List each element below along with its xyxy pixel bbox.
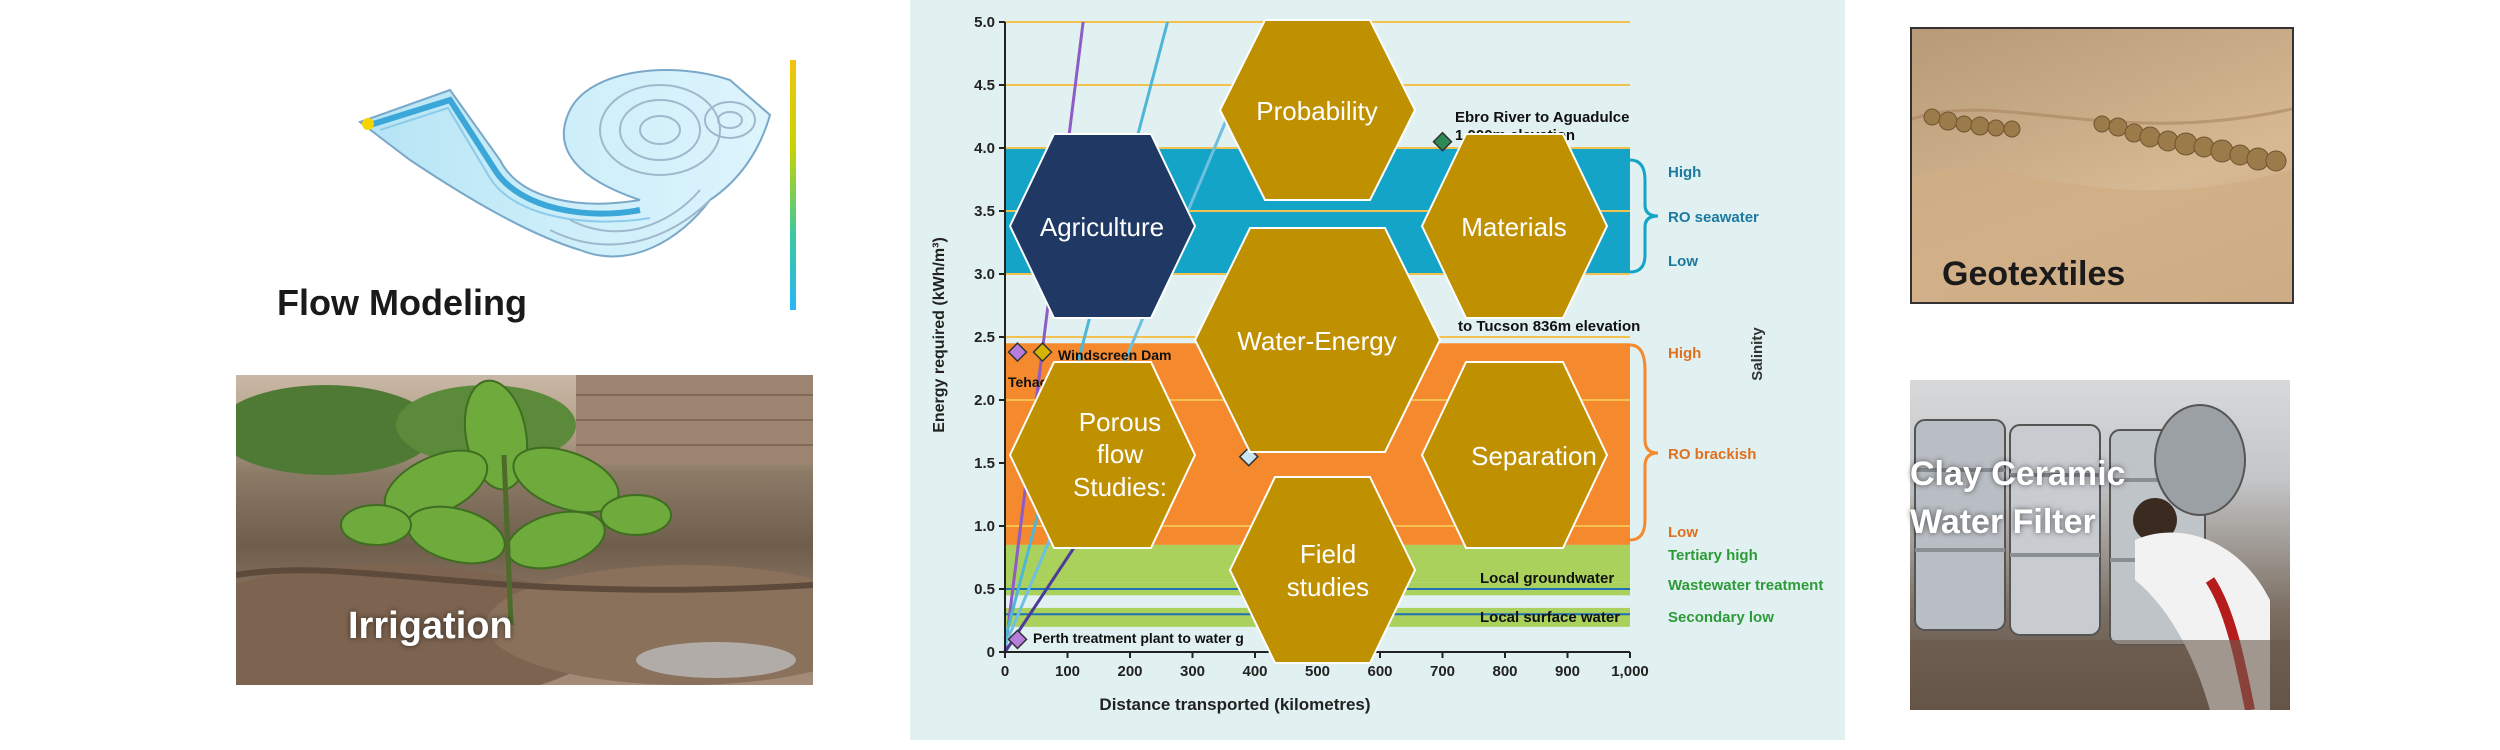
y-tick-label: 4.0 — [974, 140, 995, 157]
legend-seawater-mid: RO seawater — [1668, 209, 1759, 226]
data-point-3 — [1007, 629, 1028, 650]
x-tick-label: 100 — [1055, 663, 1080, 680]
hexagon-cluster: Probability Agriculture Materials Water-… — [1008, 19, 1609, 664]
hex-porous-flow[interactable]: Porous flow Studies: — [1008, 361, 1197, 549]
x-tick-label: 400 — [1242, 663, 1267, 680]
x-tick-label: 0 — [1001, 663, 1009, 680]
legend-seawater-low: Low — [1668, 253, 1698, 270]
legend-brackish-high: High — [1668, 345, 1701, 362]
y-tick-label: 1.5 — [974, 455, 995, 472]
annotation-perth: Perth treatment plant to water g — [1033, 630, 1244, 646]
y-tick-label: 3.0 — [974, 266, 995, 283]
y-tick-label: 5.0 — [974, 14, 995, 31]
gradient-line-0 — [1003, 21, 1085, 653]
svg-text:Probability: Probability — [1256, 96, 1377, 126]
y-tick-label: 0 — [987, 644, 995, 661]
caption-geotextiles: Geotextiles — [1942, 255, 2126, 293]
hex-agriculture[interactable]: Agriculture — [1008, 133, 1197, 319]
svg-text:Water-Energy: Water-Energy — [1237, 326, 1396, 356]
x-tick-label: 300 — [1180, 663, 1205, 680]
x-tick-label: 600 — [1367, 663, 1392, 680]
hex-separation[interactable]: Separation — [1420, 361, 1609, 549]
legend-brackish-low: Low — [1668, 524, 1698, 541]
energy-chart-panel: 0 100 200 300 400 500 600 700 800 900 1,000 0 0.5 1.0… — [910, 0, 1845, 740]
x-tick-label: 500 — [1305, 663, 1330, 680]
x-tick-label: 800 — [1492, 663, 1517, 680]
annotation-ebro-1: Ebro River to Aguadulce — [1455, 109, 1629, 126]
svg-text:Separation: Separation — [1471, 441, 1597, 471]
caption-clay-filter-1: Clay Ceramic — [1910, 455, 2126, 493]
y-axis-title: Energy required (kWh/m³) — [931, 237, 948, 433]
x-tick-label: 700 — [1430, 663, 1455, 680]
svg-text:Materials: Materials — [1461, 212, 1566, 242]
hex-probability[interactable]: Probability — [1218, 19, 1417, 201]
annotation-tucson: to Tucson 836m elevation — [1458, 318, 1640, 335]
hex-materials[interactable]: Materials — [1420, 133, 1609, 319]
y-tick-label: 2.0 — [974, 392, 995, 409]
hex-field-studies[interactable]: Field studies — [1228, 476, 1417, 664]
y-tick-label: 2.5 — [974, 329, 995, 346]
clay-filter-photo — [1910, 380, 2290, 710]
x-tick-label: 900 — [1555, 663, 1580, 680]
brace-brackish — [1629, 343, 1659, 542]
data-point-1 — [1007, 342, 1028, 363]
energy-distance-chart: 0 100 200 300 400 500 600 700 800 900 1,000 0 0.5 1.0… — [931, 14, 1823, 714]
x-axis-title: Distance transported (kilometres) — [1099, 695, 1370, 714]
y-tick-label: 4.5 — [974, 77, 995, 94]
filter-illustration — [1910, 404, 2290, 710]
legend-tertiary-high: Tertiary high — [1668, 547, 1758, 564]
caption-flow-modeling: Flow Modeling — [277, 282, 527, 323]
x-tick-label: 200 — [1117, 663, 1142, 680]
flow-modeling-figure — [350, 60, 800, 310]
caption-irrigation: Irrigation — [348, 605, 513, 647]
y-tick-label: 1.0 — [974, 518, 995, 535]
svg-text:flow: flow — [1097, 439, 1143, 469]
geotextiles-photo — [1910, 27, 2294, 304]
y-tick-label: 0.5 — [974, 581, 995, 598]
brace-seawater — [1629, 158, 1659, 274]
legend-brackish-mid: RO brackish — [1668, 446, 1756, 463]
svg-text:Studies:: Studies: — [1073, 472, 1167, 502]
x-tick-label: 1,000 — [1611, 663, 1649, 680]
legend-secondary-low: Secondary low — [1668, 609, 1774, 626]
hex-water-energy[interactable]: Water-Energy — [1193, 227, 1442, 453]
legend-salinity: Salinity — [1749, 327, 1766, 381]
flow-contour-plot — [357, 60, 796, 310]
plant-illustration — [236, 375, 813, 685]
svg-text:Porous: Porous — [1079, 407, 1161, 437]
sand-illustration — [1912, 107, 2292, 302]
y-tick-label: 3.5 — [974, 203, 995, 220]
irrigation-photo — [236, 375, 813, 685]
annotation-local-surface: Local surface water — [1480, 609, 1620, 626]
annotation-windscreen: Windscreen Dam — [1058, 347, 1171, 363]
gradient-line-2 — [1003, 21, 1269, 647]
data-point-2 — [1032, 342, 1053, 363]
svg-text:Field: Field — [1300, 539, 1356, 569]
legend-seawater-high: High — [1668, 164, 1701, 181]
svg-text:studies: studies — [1287, 572, 1369, 602]
annotation-local-groundwater: Local groundwater — [1480, 570, 1614, 587]
data-point-0 — [1432, 131, 1453, 152]
svg-text:Agriculture: Agriculture — [1040, 212, 1164, 242]
caption-clay-filter-2: Water Filter — [1910, 503, 2096, 541]
legend-wastewater: Wastewater treatment — [1668, 577, 1823, 594]
gradient-line-1 — [1003, 21, 1169, 640]
